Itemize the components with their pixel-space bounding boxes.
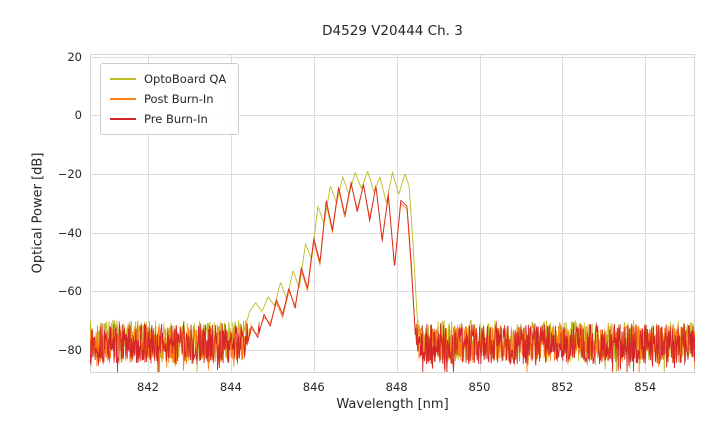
legend-item-optoboard-qa: OptoBoard QA (110, 72, 226, 86)
x-tick-label: 852 (551, 380, 574, 394)
legend-label: Pre Burn-In (144, 112, 208, 126)
y-tick-label: 20 (67, 49, 82, 64)
legend-line-swatch (110, 78, 136, 80)
legend-line-swatch (110, 118, 136, 120)
y-tick-label: −40 (57, 225, 82, 240)
plot-area: OptoBoard QA Post Burn-In Pre Burn-In 84… (58, 50, 695, 394)
x-tick-label: 848 (385, 380, 408, 394)
x-tick-label: 846 (302, 380, 325, 394)
y-tick-label: −20 (57, 166, 82, 181)
legend-label: Post Burn-In (144, 92, 214, 106)
x-tick-label: 844 (219, 380, 242, 394)
y-axis-label: Optical Power [dB] (30, 152, 46, 274)
x-tick-label: 854 (634, 380, 657, 394)
chart-title: D4529 V20444 Ch. 3 (322, 23, 463, 39)
x-axis-label: Wavelength [nm] (336, 397, 449, 412)
y-tick-label: 0 (74, 108, 82, 123)
x-tick-label: 842 (137, 380, 159, 394)
legend-item-pre-burn-in: Pre Burn-In (110, 112, 226, 126)
legend-line-swatch (110, 98, 136, 100)
legend-item-post-burn-in: Post Burn-In (110, 92, 226, 106)
x-tick-label: 850 (468, 380, 491, 394)
legend: OptoBoard QA Post Burn-In Pre Burn-In (100, 63, 240, 135)
legend-label: OptoBoard QA (144, 72, 227, 86)
y-tick-label: −60 (57, 284, 82, 299)
y-tick-label: −80 (57, 342, 82, 357)
